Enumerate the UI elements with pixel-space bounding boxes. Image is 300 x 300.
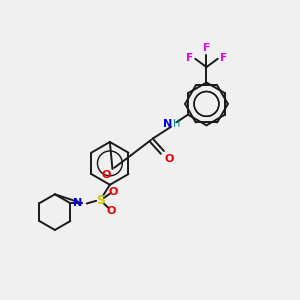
Text: O: O [164, 154, 173, 164]
Text: F: F [203, 43, 210, 53]
Text: S: S [96, 194, 105, 207]
Text: O: O [108, 187, 118, 197]
Text: F: F [186, 53, 194, 63]
Text: H: H [173, 119, 181, 129]
Text: F: F [220, 53, 227, 63]
Text: N: N [163, 119, 172, 129]
Text: N: N [73, 198, 82, 208]
Text: O: O [102, 170, 111, 180]
Text: O: O [107, 206, 116, 216]
